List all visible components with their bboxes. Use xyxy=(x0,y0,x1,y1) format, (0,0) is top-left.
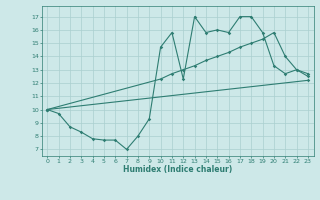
X-axis label: Humidex (Indice chaleur): Humidex (Indice chaleur) xyxy=(123,165,232,174)
